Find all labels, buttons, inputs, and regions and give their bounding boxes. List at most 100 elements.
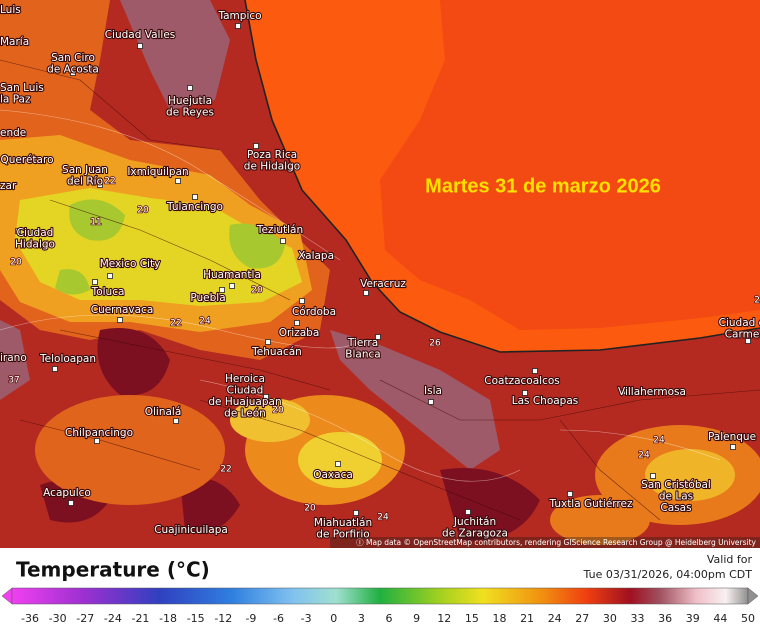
city-label: San Cristóbal	[641, 479, 711, 491]
contour-label: 20	[10, 258, 22, 268]
city-marker	[363, 290, 369, 296]
colorbar-ticks: -36 -30 -27 -24 -21 -18 -15 -12 -9 -6 -3 0 3 6 9 12 15 18…	[21, 612, 755, 625]
colorbar-tick-label: 44	[713, 612, 727, 625]
colorbar-tick-label: 21	[520, 612, 534, 625]
city-label: Ixmiquilpan	[127, 166, 188, 178]
city-label: Teziutlán	[256, 224, 303, 236]
city-label: San Ciro	[51, 52, 95, 64]
city-marker	[650, 473, 656, 479]
city-label: Acapulco	[43, 487, 91, 499]
city-label: Córdoba	[292, 306, 336, 318]
colorbar-tick-label: 33	[631, 612, 645, 625]
colorbar-tick-label: -12	[214, 612, 232, 625]
city-label: Toluca	[91, 286, 125, 298]
city-label: Las Choapas	[512, 395, 579, 407]
city-label: Luis	[0, 4, 21, 16]
city-marker	[522, 390, 528, 396]
colorbar-tick-label: 18	[492, 612, 506, 625]
city-label: Tehuacán	[251, 346, 302, 358]
colorbar-tick-label: 12	[437, 612, 451, 625]
city-marker	[52, 366, 58, 372]
city-marker	[253, 143, 259, 149]
colorbar-tick-label: 27	[575, 612, 589, 625]
city-label: Ciudad	[227, 385, 264, 397]
city-marker	[70, 70, 76, 76]
city-label: Cuernavaca	[91, 304, 154, 316]
city-label: Villahermosa	[618, 386, 686, 398]
colorbar-tick-label: -15	[187, 612, 205, 625]
city-label: Oaxaca	[313, 469, 353, 481]
city-label: la Paz	[0, 94, 31, 106]
city-label: Xalapa	[298, 250, 334, 262]
city-label: San Luis	[0, 82, 44, 94]
overlay-title: Martes 31 de marzo 2026	[425, 175, 661, 197]
contour-label: 20	[304, 504, 316, 514]
city-label: Palenque	[708, 431, 756, 443]
city-label: Huamantla	[203, 269, 261, 281]
city-marker	[265, 339, 271, 345]
city-label: Miahuatlán	[314, 517, 372, 529]
contour-label: 20	[272, 406, 284, 416]
contour-label: 22	[220, 465, 231, 475]
colorbar-tick-label: -18	[159, 612, 177, 625]
contour-label: 24	[638, 451, 650, 461]
city-label: de Hidalgo	[244, 161, 300, 173]
colorbar-tick-label: 15	[465, 612, 479, 625]
valid-label: Valid for	[707, 553, 753, 566]
colorbar-arrow	[747, 587, 759, 605]
city-label: Orizaba	[279, 327, 320, 339]
contour-label: 20	[137, 206, 149, 216]
city-marker	[263, 394, 269, 400]
city-label: de Zaragoza	[442, 528, 508, 540]
colorbar-tick-label: 0	[330, 612, 337, 625]
city-label: irano	[0, 352, 27, 364]
city-label: Coatzacoalcos	[484, 375, 559, 387]
city-label: Querétaro	[1, 154, 54, 166]
colorbar-tick-label: 36	[658, 612, 672, 625]
colorbar-tick-label: 24	[548, 612, 562, 625]
city-marker	[117, 317, 123, 323]
colorbar-tick-label: 6	[386, 612, 393, 625]
city-label: de Las	[659, 491, 693, 503]
city-label: Juchitán	[453, 516, 496, 528]
colorbar-tick-label: -9	[245, 612, 256, 625]
colorbar-tick-label: -3	[301, 612, 312, 625]
city-label: Veracruz	[360, 278, 406, 290]
city-label: Mexico City	[100, 258, 161, 270]
colorbar-tick-label: 3	[358, 612, 365, 625]
colorbar-tick-label: 30	[603, 612, 617, 625]
city-marker	[465, 509, 471, 515]
contour-label: 24	[377, 513, 389, 523]
city-label: Poza Rica	[247, 149, 297, 161]
legend-title: Temperature (°C)	[16, 558, 210, 582]
city-marker	[219, 287, 225, 293]
city-label: María	[0, 36, 29, 48]
city-marker	[97, 182, 103, 188]
city-label: San Juan	[62, 164, 108, 176]
city-marker	[335, 461, 341, 467]
city-label: de Acosta	[47, 64, 99, 76]
city-label: zar	[0, 180, 17, 192]
colorbar	[11, 587, 749, 605]
contour-label: 20	[251, 286, 263, 296]
city-label: Tuxtla Gutiérrez	[549, 498, 633, 510]
valid-time: Tue 03/31/2026, 04:00pm CDT	[583, 568, 753, 581]
contour-layer: 22202022242026202220242411372428	[8, 176, 760, 524]
colorbar-tick-label: -27	[76, 612, 94, 625]
contour-label: 24	[199, 317, 211, 327]
city-marker	[280, 238, 286, 244]
city-marker	[92, 279, 98, 285]
city-label: Cuajinicuilapa	[154, 524, 228, 536]
colorbar-tick-label: -21	[131, 612, 149, 625]
city-label: Tulancingo	[166, 201, 223, 213]
city-marker	[745, 338, 751, 344]
city-marker	[299, 298, 305, 304]
city-label: de Porfirio	[316, 529, 369, 541]
city-marker	[300, 253, 306, 259]
attribution: Ⓘ Map data © OpenStreetMap contributors,…	[356, 538, 756, 547]
city-label: ende	[0, 127, 26, 139]
city-label: Olinalá	[145, 406, 182, 418]
city-marker	[192, 194, 198, 200]
contour-label: 22	[170, 319, 181, 329]
colorbar-tick-label: -24	[104, 612, 122, 625]
